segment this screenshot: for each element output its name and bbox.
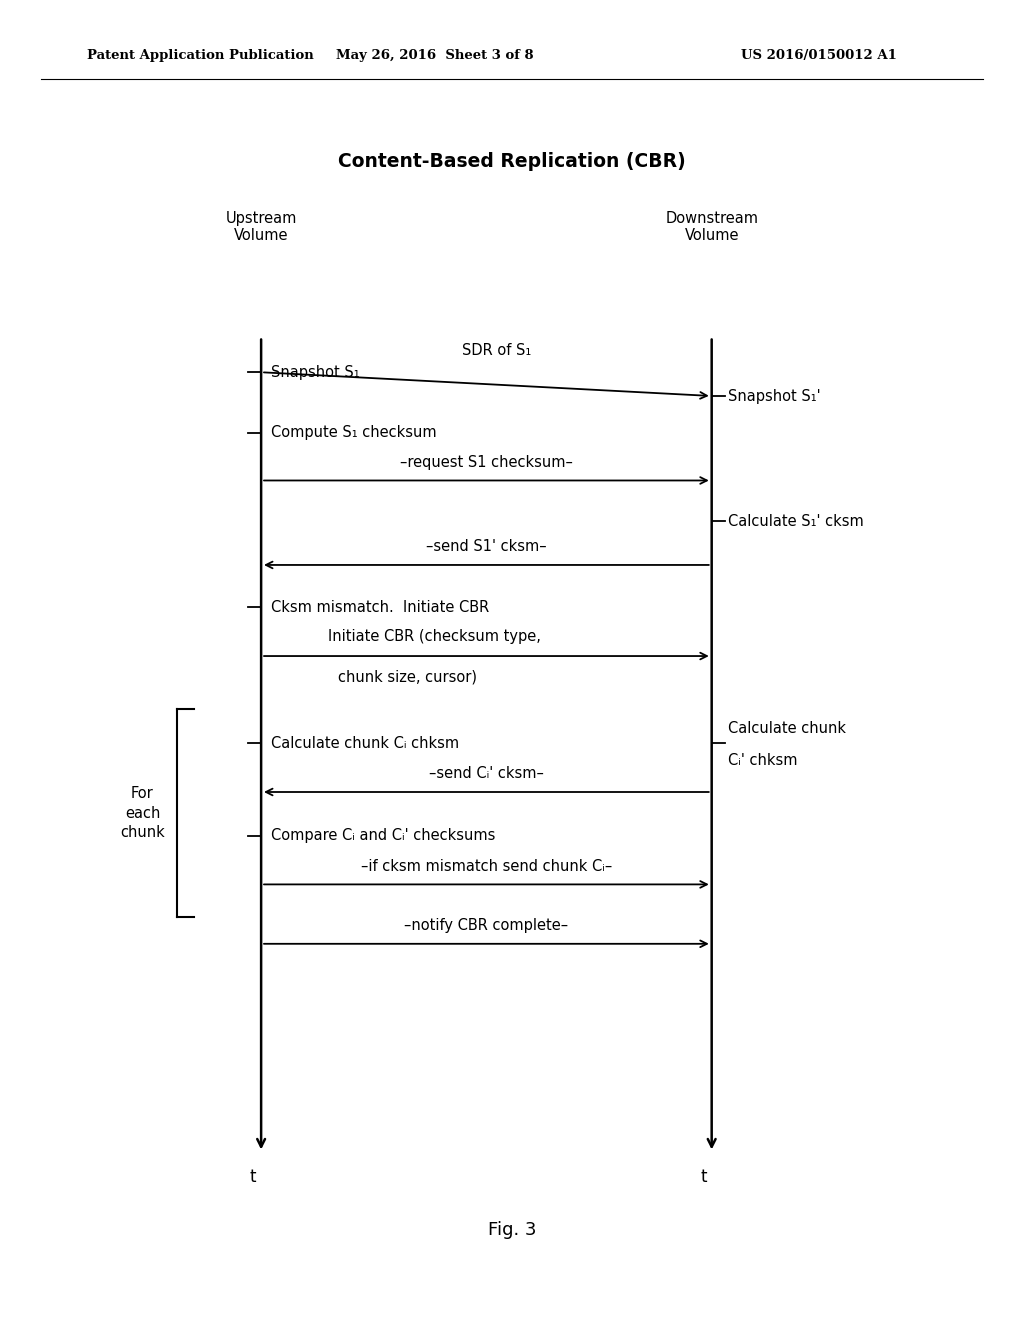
Text: Compare Cᵢ and Cᵢ' checksums: Compare Cᵢ and Cᵢ' checksums: [271, 828, 496, 843]
Text: Compute S₁ checksum: Compute S₁ checksum: [271, 425, 437, 441]
Text: Content-Based Replication (CBR): Content-Based Replication (CBR): [338, 152, 686, 170]
Text: Calculate S₁' cksm: Calculate S₁' cksm: [728, 513, 864, 529]
Text: Upstream
Volume: Upstream Volume: [225, 211, 297, 243]
Text: Downstream
Volume: Downstream Volume: [666, 211, 758, 243]
Text: –send S1' cksm–: –send S1' cksm–: [426, 540, 547, 554]
Text: SDR of S₁: SDR of S₁: [462, 343, 531, 358]
Text: t: t: [700, 1168, 707, 1187]
Text: t: t: [250, 1168, 256, 1187]
Text: Snapshot S₁': Snapshot S₁': [728, 388, 820, 404]
Text: –if cksm mismatch send chunk Cᵢ–: –if cksm mismatch send chunk Cᵢ–: [360, 859, 612, 874]
Text: Cᵢ' chksm: Cᵢ' chksm: [728, 752, 798, 768]
Text: Calculate chunk Cᵢ chksm: Calculate chunk Cᵢ chksm: [271, 735, 460, 751]
Text: Fig. 3: Fig. 3: [487, 1221, 537, 1239]
Text: Snapshot S₁: Snapshot S₁: [271, 364, 360, 380]
Text: –notify CBR complete–: –notify CBR complete–: [404, 919, 568, 933]
Text: Patent Application Publication: Patent Application Publication: [87, 49, 313, 62]
Text: –request S1 checksum–: –request S1 checksum–: [400, 455, 572, 470]
Text: US 2016/0150012 A1: US 2016/0150012 A1: [741, 49, 897, 62]
Text: –send Cᵢ' cksm–: –send Cᵢ' cksm–: [429, 767, 544, 781]
Text: Cksm mismatch.  Initiate CBR: Cksm mismatch. Initiate CBR: [271, 599, 489, 615]
Text: chunk size, cursor): chunk size, cursor): [338, 669, 477, 684]
Text: Initiate CBR (checksum type,: Initiate CBR (checksum type,: [328, 630, 541, 644]
Text: May 26, 2016  Sheet 3 of 8: May 26, 2016 Sheet 3 of 8: [337, 49, 534, 62]
Text: For
each
chunk: For each chunk: [120, 785, 165, 841]
Text: Calculate chunk: Calculate chunk: [728, 721, 846, 737]
